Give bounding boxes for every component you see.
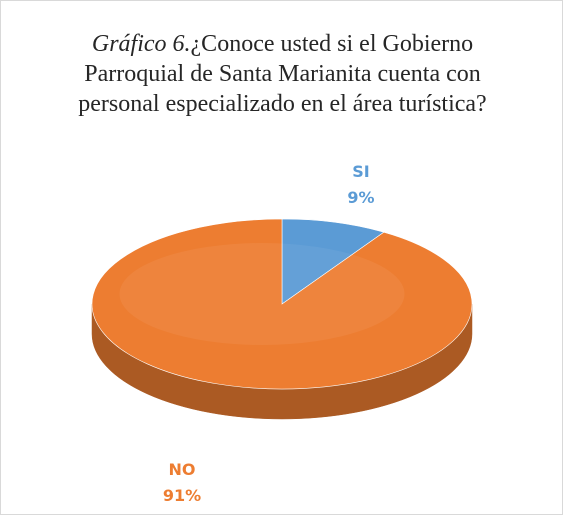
chart-title-prefix: Gráfico 6. [91, 31, 191, 57]
pie-slice-no [91, 218, 473, 390]
data-label-no-name: NO [168, 460, 196, 479]
chart-title: Gráfico 6.¿Conoce usted si el Gobierno P… [61, 29, 504, 119]
data-label-no-value: 91% [162, 486, 202, 505]
data-label-no: NO 91% [142, 457, 222, 509]
data-label-si-name: SI [352, 162, 370, 181]
pie-highlight [119, 243, 405, 345]
chart-title-text: ¿Conoce usted si el Gobierno Parroquial … [78, 31, 487, 117]
data-label-si-value: 9% [347, 188, 375, 207]
data-label-si: SI 9% [321, 159, 401, 211]
pie-slice-si [281, 218, 385, 305]
